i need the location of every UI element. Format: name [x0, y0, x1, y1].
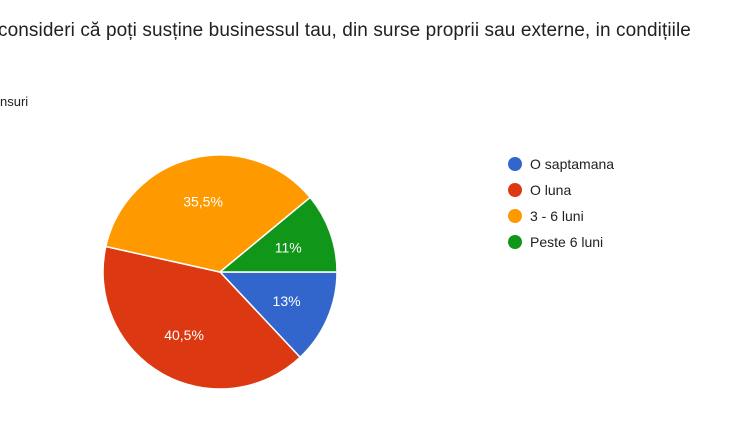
legend-item-0: O saptamana — [508, 151, 614, 177]
legend-item-1: O luna — [508, 177, 614, 203]
pie-slice-label-2: 35,5% — [183, 193, 223, 209]
legend-item-2: 3 - 6 luni — [508, 203, 614, 229]
legend-swatch-2 — [508, 209, 522, 223]
chart-legend: O saptamana O luna 3 - 6 luni Peste 6 luni — [508, 151, 614, 255]
legend-swatch-3 — [508, 235, 522, 249]
legend-item-3: Peste 6 luni — [508, 229, 614, 255]
legend-swatch-1 — [508, 183, 522, 197]
legend-label-2: 3 - 6 luni — [530, 208, 584, 224]
legend-label-1: O luna — [530, 182, 572, 198]
pie-slice-0 — [218, 271, 338, 359]
legend-label-0: O saptamana — [530, 156, 615, 172]
legend-label-3: Peste 6 luni — [530, 234, 604, 250]
pie-slice-label-0: 13% — [273, 293, 301, 309]
pie-slice-3 — [217, 196, 338, 273]
pie-slice-2 — [104, 154, 312, 273]
pie-slice-label-1: 40,5% — [164, 327, 204, 343]
pie-slice-1 — [102, 245, 302, 390]
pie-slice-label-3: 11% — [275, 239, 302, 255]
legend-swatch-0 — [508, 157, 522, 171]
chart-title: consideri că poți susține businessul tau… — [0, 20, 691, 41]
chart-subtitle: nsuri — [0, 94, 29, 109]
